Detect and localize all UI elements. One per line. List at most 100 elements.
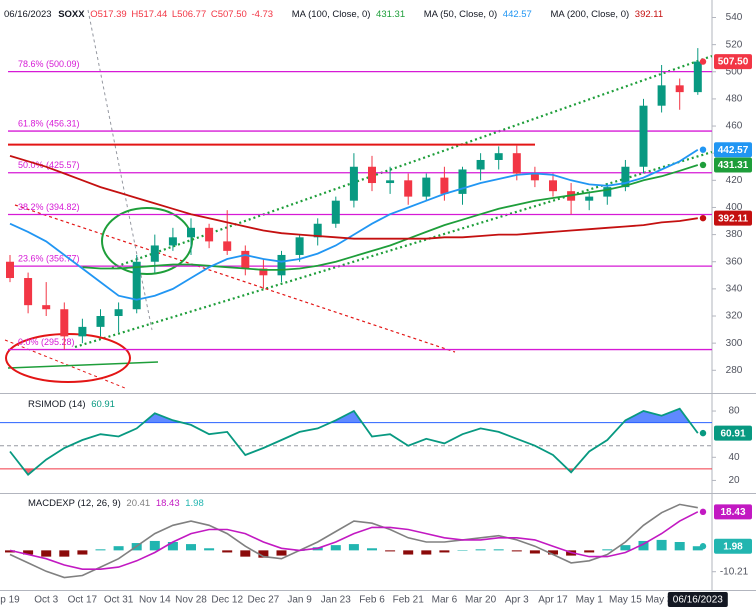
x-tick-label: Mar 6 <box>432 595 458 606</box>
x-tick-label: Dec 12 <box>211 595 243 606</box>
histogram-bar <box>674 542 685 551</box>
rsi-title: RSIMOD (14) <box>28 399 86 410</box>
rsi-value: 60.91 <box>91 399 115 410</box>
y-tick-label: -10.21 <box>720 566 749 577</box>
data-layer: 78.6% (500.09) 61.8% (456.31) 50.0% (425.5… <box>0 12 752 607</box>
legend-value: 431.31 <box>376 9 405 20</box>
last-point <box>699 508 707 516</box>
candle-body <box>675 85 684 93</box>
histogram-bar <box>204 548 215 551</box>
price-badge <box>714 425 752 441</box>
x-tick-label: Nov 14 <box>139 595 171 606</box>
x-tick-label: Feb 21 <box>393 595 425 606</box>
x-tick-label: 06/16/2023 <box>673 595 723 606</box>
candle-body <box>150 245 159 262</box>
histogram-bar <box>77 550 88 555</box>
y-tick-label: 20 <box>728 475 740 486</box>
candle-body <box>476 159 485 170</box>
macd-title: MACDEXP (12, 26, 9) <box>28 498 121 509</box>
candle-body <box>187 227 195 238</box>
highlight-ellipse <box>101 207 193 275</box>
candle-body <box>386 180 395 184</box>
candle-body <box>331 200 340 224</box>
histogram-bar <box>113 546 124 551</box>
candle-body <box>205 227 214 242</box>
y-tick-label: 400 <box>726 202 743 213</box>
legend-name: MA (50, Close, 0) <box>424 9 497 20</box>
header-symbol: SOXX <box>58 9 85 20</box>
x-tick-label: May 30 <box>645 595 678 606</box>
legend-value: 442.57 <box>503 9 532 20</box>
fib-label: 61.8% (456.31) <box>18 118 80 128</box>
histogram-value: 1.98 <box>185 498 204 509</box>
header-high: H517.44 <box>131 9 167 20</box>
panel <box>0 407 712 476</box>
header: 06/16/2023 SOXX O517.39 H517.44 L506.77 … <box>4 9 663 20</box>
candle-body <box>96 316 105 327</box>
candle-body <box>241 250 250 269</box>
histogram-bar <box>439 550 450 553</box>
price-badge <box>714 142 752 158</box>
price-badge-label: 442.57 <box>718 145 749 156</box>
x-cursor-badge <box>667 592 728 607</box>
fib-label: 50.0% (425.57) <box>18 160 80 170</box>
candle-body <box>114 309 123 317</box>
fib-label: 38.2% (394.82) <box>18 202 80 212</box>
candle-body <box>530 173 539 181</box>
histogram-bar <box>656 539 667 551</box>
histogram-bar <box>41 550 52 557</box>
histogram-bar <box>95 549 106 551</box>
moving-average <box>9 148 699 301</box>
moving-average <box>82 164 699 271</box>
histogram-bar <box>149 540 160 551</box>
histogram-bar <box>475 549 486 551</box>
y-tick-label: 500 <box>726 66 743 77</box>
x-tick-label: Apr 3 <box>505 595 529 606</box>
x-tick-label: Apr 17 <box>538 595 568 606</box>
candle-body <box>603 187 612 197</box>
candle-body <box>512 153 521 174</box>
last-point <box>699 146 707 153</box>
last-point <box>699 161 707 169</box>
fib-label: 78.6% (500.09) <box>18 59 80 69</box>
legend-name: MA (100, Close, 0) <box>292 9 371 20</box>
fib-label: 0.0% (295.28) <box>18 337 75 347</box>
panel-borders <box>0 0 756 591</box>
x-tick-label: Oct 3 <box>34 595 58 606</box>
candle-body <box>458 169 467 194</box>
panel <box>5 503 703 579</box>
candle-body <box>494 153 503 160</box>
y-tick-label: 360 <box>726 256 743 267</box>
histogram-bar <box>620 545 631 551</box>
histogram-bar <box>511 550 522 552</box>
candle-body <box>404 180 413 197</box>
x-tick-label: p 19 <box>0 595 20 606</box>
x-tick-label: Dec 27 <box>248 595 280 606</box>
candle-body <box>657 85 666 106</box>
y-tick-label: 380 <box>726 229 743 240</box>
fib-label: 23.6% (356.77) <box>18 253 80 263</box>
y-tick-label: 520 <box>726 39 743 50</box>
price-badge-label: 507.50 <box>718 57 749 68</box>
signal-value: 18.43 <box>156 498 180 509</box>
price-badge-label: 431.31 <box>718 160 749 171</box>
price-badge <box>714 210 752 226</box>
y-tick-label: 300 <box>726 338 743 349</box>
histogram-bar <box>493 549 504 551</box>
x-tick-label: Oct 31 <box>104 595 134 606</box>
candle-body <box>621 166 630 188</box>
x-tick-label: Nov 28 <box>175 595 207 606</box>
last-point <box>699 543 707 550</box>
candle-body <box>440 177 449 194</box>
y-tick-label: 320 <box>726 311 743 322</box>
price-badge-label: 18.43 <box>720 507 745 518</box>
moving-average <box>9 155 698 240</box>
histogram-bar <box>529 550 540 554</box>
price-badge-label: 392.11 <box>718 213 748 224</box>
candle-body <box>422 177 431 197</box>
histogram-bar <box>403 550 414 555</box>
histogram-bar <box>258 550 269 558</box>
price-badge <box>714 504 752 520</box>
